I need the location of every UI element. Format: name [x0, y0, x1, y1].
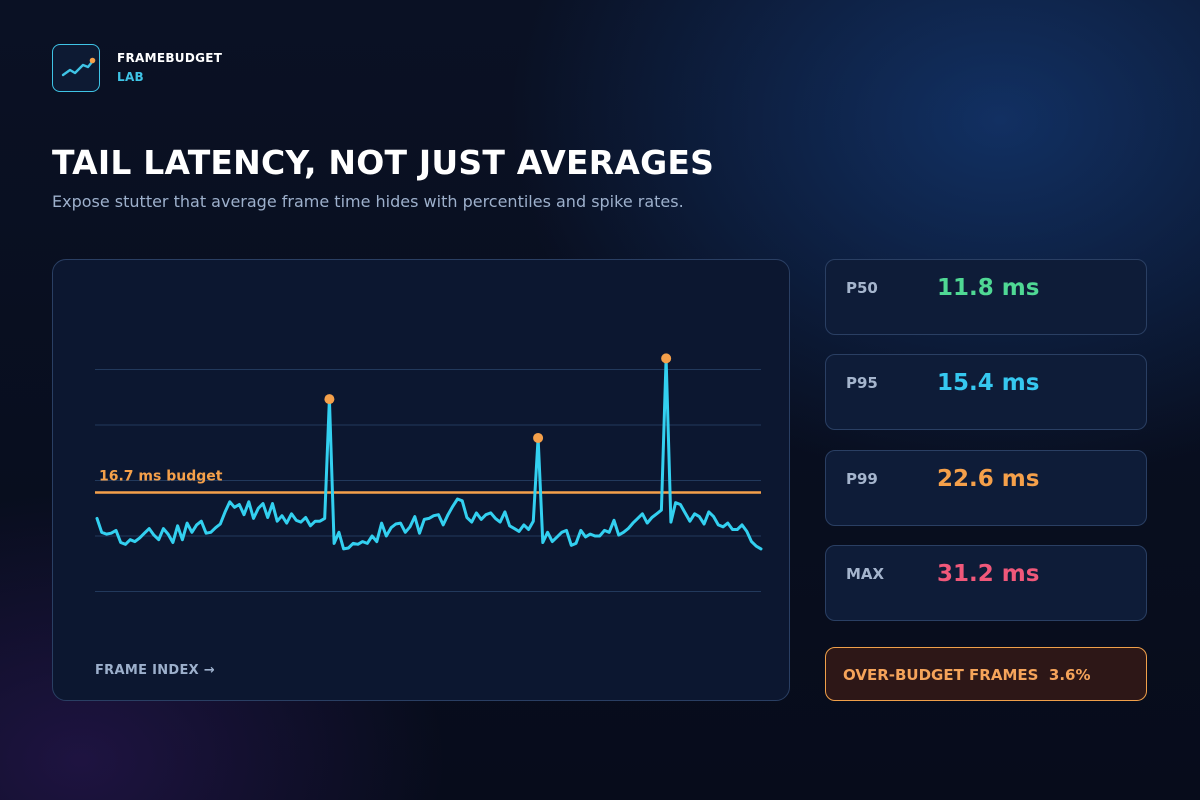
brand-logo: [52, 44, 100, 92]
stat-value: 22.6 ms: [937, 466, 1040, 492]
page-subtitle: Expose stutter that average frame time h…: [52, 192, 684, 211]
stat-label: P99: [846, 470, 878, 488]
stat-label: P50: [846, 279, 878, 297]
chart-grid: [95, 369, 761, 592]
stat-card-p50: P50 11.8 ms: [825, 259, 1147, 335]
stat-card-p99: P99 22.6 ms: [825, 450, 1147, 526]
over-budget-badge: OVER-BUDGET FRAMES 3.6%: [825, 647, 1147, 701]
stat-card-p95: P95 15.4 ms: [825, 354, 1147, 430]
page-title: TAIL LATENCY, NOT JUST AVERAGES: [52, 143, 715, 182]
frame-time-series-line: [95, 356, 763, 551]
series-group: [95, 356, 763, 551]
stat-value: 11.8 ms: [937, 275, 1040, 301]
brand-name: FRAMEBUDGET: [117, 51, 223, 65]
stat-card-max: MAX 31.2 ms: [825, 545, 1147, 621]
stat-value: 15.4 ms: [937, 370, 1040, 396]
budget-group: 16.7 ms budget: [95, 469, 761, 494]
over-budget-value: 3.6%: [1048, 666, 1091, 684]
frame-time-chart: 16.7 ms budget: [95, 353, 763, 592]
stat-label: P95: [846, 374, 878, 392]
stat-value: 31.2 ms: [937, 561, 1040, 587]
frame-time-chart-card: 16.7 ms budget FRAME INDEX →: [52, 259, 790, 701]
budget-label: 16.7 ms budget: [99, 469, 223, 485]
spike-marker: [533, 432, 544, 443]
spike-marker: [324, 394, 335, 405]
stat-label: MAX: [846, 565, 885, 583]
trend-line-icon: [61, 57, 96, 77]
over-budget-label: OVER-BUDGET FRAMES 3.6%: [843, 666, 1091, 684]
x-axis-label: FRAME INDEX →: [95, 663, 216, 678]
spike-marker: [661, 353, 672, 364]
spike-markers: [324, 353, 672, 443]
brand-subname: LAB: [117, 70, 144, 84]
